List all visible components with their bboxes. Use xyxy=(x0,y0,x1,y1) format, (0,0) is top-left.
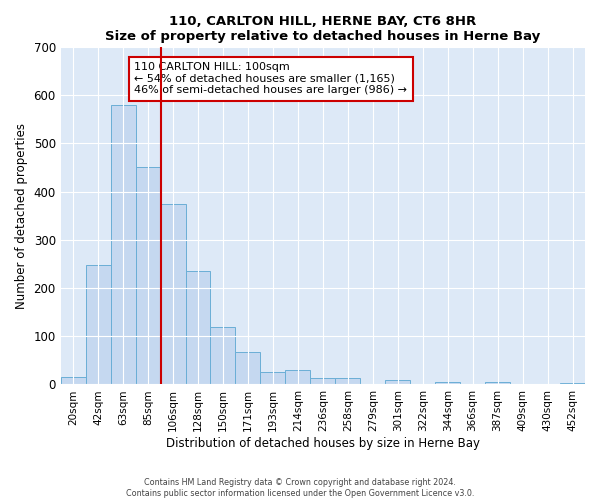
Bar xyxy=(485,382,510,384)
Bar xyxy=(136,168,161,384)
Text: 110 CARLTON HILL: 100sqm
← 54% of detached houses are smaller (1,165)
46% of sem: 110 CARLTON HILL: 100sqm ← 54% of detach… xyxy=(134,62,407,96)
Text: Contains HM Land Registry data © Crown copyright and database right 2024.
Contai: Contains HM Land Registry data © Crown c… xyxy=(126,478,474,498)
Bar xyxy=(260,372,286,384)
Bar xyxy=(110,105,136,384)
Bar xyxy=(335,378,360,384)
Bar xyxy=(61,377,86,384)
Bar xyxy=(560,382,585,384)
Bar xyxy=(286,370,310,384)
Bar xyxy=(235,352,260,384)
Bar xyxy=(211,326,235,384)
X-axis label: Distribution of detached houses by size in Herne Bay: Distribution of detached houses by size … xyxy=(166,437,480,450)
Y-axis label: Number of detached properties: Number of detached properties xyxy=(15,122,28,308)
Bar xyxy=(161,204,185,384)
Bar xyxy=(435,382,460,384)
Bar xyxy=(86,265,110,384)
Bar xyxy=(310,378,335,384)
Bar xyxy=(185,271,211,384)
Bar xyxy=(385,380,410,384)
Title: 110, CARLTON HILL, HERNE BAY, CT6 8HR
Size of property relative to detached hous: 110, CARLTON HILL, HERNE BAY, CT6 8HR Si… xyxy=(105,15,541,43)
